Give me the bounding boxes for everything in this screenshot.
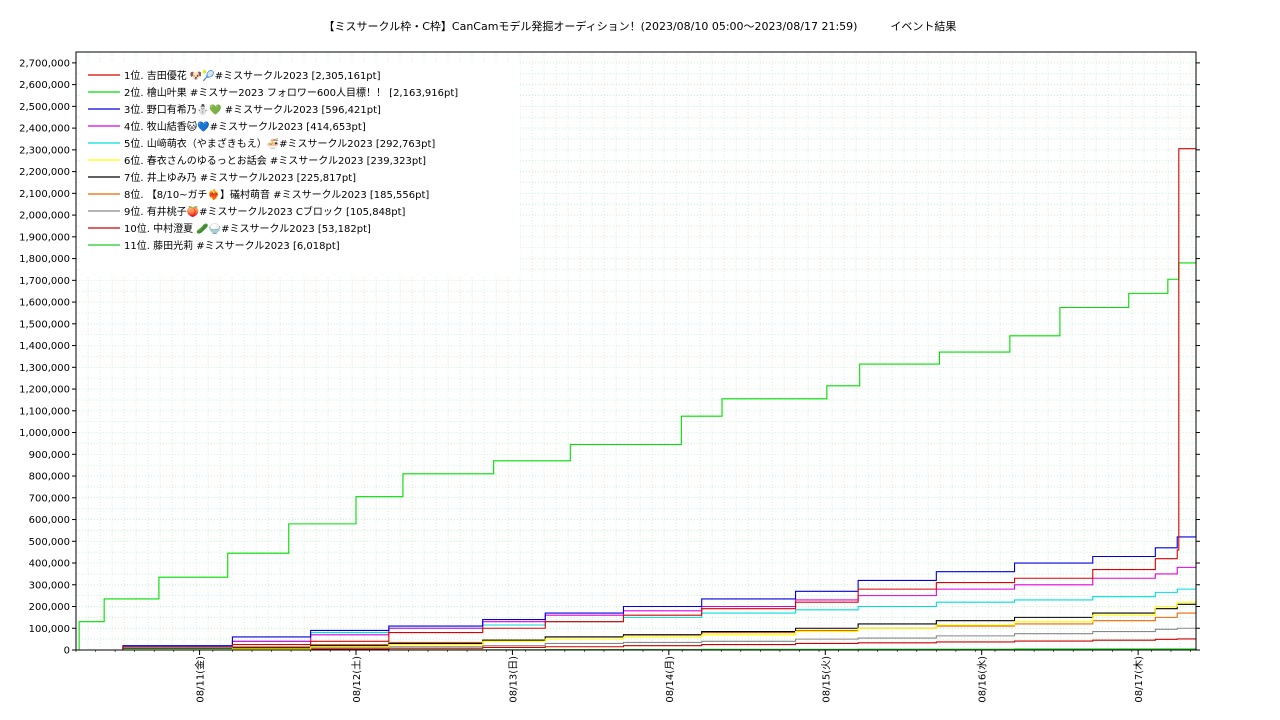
series-line	[76, 597, 1197, 651]
x-tick-label: 08/11(金)	[194, 656, 207, 703]
axes: 0 100,000 200,000 300,000 400,000 500,000 600,…	[19, 58, 1200, 703]
x-tick-label: 08/14(月)	[664, 656, 676, 703]
y-tick-label: 1,100,000	[19, 406, 70, 417]
legend-label: 9位. 有井桃子🍑#ミスサークル2023 Cブロック [105,848pt]	[124, 205, 406, 218]
y-tick-label: 300,000	[29, 580, 70, 591]
legend-label: 3位. 野口有希乃⛄💚 #ミスサークル2023 [596,421pt]	[124, 103, 381, 116]
y-tick-label: 1,800,000	[19, 254, 70, 265]
plot-frame	[75, 51, 1197, 651]
y-tick-label: 2,500,000	[19, 102, 70, 113]
y-tick-label: 1,600,000	[19, 298, 70, 309]
y-tick-label: 200,000	[29, 602, 70, 613]
x-tick-label: 08/17(木)	[1133, 656, 1145, 703]
legend-label: 4位. 牧山結香🐱💙#ミスサークル2023 [414,653pt]	[124, 120, 366, 133]
y-tick-label: 100,000	[29, 624, 70, 635]
y-tick-label: 900,000	[29, 450, 70, 461]
legend-label: 2位. 檜山叶果 #ミスサー2023 フォロワー600人目標！！ [2,163,…	[124, 86, 458, 99]
y-tick-label: 1,500,000	[19, 319, 70, 330]
y-tick-label: 2,200,000	[19, 167, 70, 178]
y-tick-label: 2,700,000	[19, 58, 70, 69]
legend-label: 7位. 井上ゆみ乃 #ミスサークル2023 [225,817pt]	[124, 171, 356, 184]
y-tick-label: 1,900,000	[19, 232, 70, 243]
y-tick-label: 0	[64, 646, 70, 657]
y-tick-label: 2,000,000	[19, 211, 70, 222]
y-tick-label: 2,100,000	[19, 189, 70, 200]
y-tick-label: 1,400,000	[19, 341, 70, 352]
y-tick-label: 800,000	[29, 472, 70, 483]
legend-label: 1位. 吉田優花 🐶🎾#ミスサークル2023 [2,305,161pt]	[124, 69, 381, 82]
y-tick-label: 600,000	[29, 515, 70, 526]
legend-label: 5位. 山﨑萌衣（やまざきもえ）🍜#ミスサークル2023 [292,763pt]	[124, 137, 435, 150]
x-tick-label: 08/12(土)	[350, 656, 363, 703]
series-line	[76, 520, 1197, 651]
y-tick-label: 700,000	[29, 493, 70, 504]
x-tick-label: 08/15(火)	[820, 656, 832, 703]
series-line	[76, 249, 1197, 651]
y-tick-label: 1,000,000	[19, 428, 70, 439]
x-tick-label: 08/13(日)	[508, 656, 519, 703]
chart-title: 【ミスサークル枠・C枠】CanCamモデル発掘オーディション！(2023/08/…	[323, 20, 957, 33]
legend-label: 6位. 春衣さんのゆるっとお話会 #ミスサークル2023 [239,323pt]	[124, 154, 426, 167]
series-line	[76, 148, 1196, 651]
y-tick-label: 400,000	[29, 559, 70, 570]
y-tick-label: 2,400,000	[19, 124, 70, 135]
y-tick-label: 1,300,000	[19, 363, 70, 374]
y-tick-label: 500,000	[29, 537, 70, 548]
legend-label: 10位. 中村澄夏 🥒🍚#ミスサークル2023 [53,182pt]	[124, 222, 371, 235]
series-lines	[76, 148, 1197, 651]
y-tick-label: 1,200,000	[19, 385, 70, 396]
legend-box	[80, 62, 520, 276]
legend-label: 11位. 藤田光莉 #ミスサークル2023 [6,018pt]	[124, 239, 340, 252]
legend: 1位. 吉田優花 🐶🎾#ミスサークル2023 [2,305,161pt] 2位. …	[80, 62, 520, 276]
y-tick-label: 2,300,000	[19, 145, 70, 156]
y-tick-label: 2,600,000	[19, 80, 70, 91]
legend-label: 8位. 【8/10~ガチ❤‍🔥】礒村萌音 #ミスサークル2023 [185,55…	[124, 188, 429, 201]
x-tick-label: 08/16(水)	[977, 656, 989, 703]
y-tick-label: 1,700,000	[19, 276, 70, 287]
